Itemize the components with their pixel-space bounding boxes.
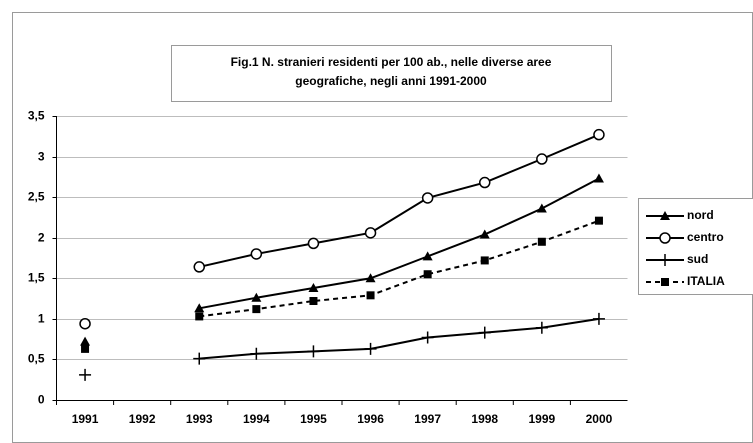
y-tick-label: 1,5 — [28, 271, 45, 285]
marker — [592, 312, 605, 325]
y-tick-label: 2,5 — [28, 190, 45, 204]
marker — [659, 254, 671, 266]
marker — [193, 352, 206, 365]
x-tick-label: 1994 — [243, 412, 270, 426]
x-tick-label: 1997 — [414, 412, 441, 426]
marker — [536, 153, 548, 165]
marker — [250, 347, 263, 360]
marker — [422, 251, 433, 261]
marker — [661, 278, 669, 286]
marker — [193, 261, 205, 273]
marker — [365, 273, 376, 283]
marker — [593, 128, 605, 141]
x-tick-label: 1999 — [528, 412, 555, 426]
chart-title: Fig.1 N. stranieri residenti per 100 ab.… — [231, 55, 552, 88]
marker — [79, 317, 91, 330]
marker — [594, 216, 603, 225]
y-tick-label: 3,5 — [28, 109, 45, 123]
x-tick-label: 1995 — [300, 412, 327, 426]
marker — [80, 336, 91, 346]
y-tick-label: 1 — [38, 312, 45, 326]
x-tick-label: 2000 — [586, 412, 613, 426]
marker — [250, 248, 263, 260]
marker — [364, 342, 377, 355]
marker — [535, 321, 548, 334]
x-tick-label: 1992 — [129, 412, 156, 426]
y-tick-label: 2 — [38, 231, 45, 245]
marker — [309, 297, 318, 306]
marker — [479, 229, 490, 239]
marker — [423, 270, 432, 279]
marker — [593, 173, 604, 183]
legend-label: centro — [687, 230, 724, 244]
marker — [307, 345, 320, 358]
marker — [421, 192, 434, 204]
marker — [79, 368, 92, 381]
x-tick-label: 1998 — [471, 412, 498, 426]
y-tick-label: 0,5 — [28, 352, 45, 366]
marker — [478, 326, 491, 339]
marker — [480, 256, 489, 265]
legend-label: nord — [687, 208, 714, 222]
y-tick-label: 0 — [38, 393, 45, 407]
marker — [536, 203, 547, 213]
marker — [195, 312, 204, 321]
marker — [366, 291, 375, 300]
marker — [251, 292, 262, 302]
series-line — [199, 133, 600, 268]
marker — [364, 227, 377, 239]
x-tick-label: 1991 — [72, 412, 99, 426]
x-tick-label: 1996 — [357, 412, 384, 426]
legend-box — [638, 198, 753, 295]
marker — [307, 237, 320, 250]
marker — [81, 344, 90, 353]
marker — [479, 176, 491, 189]
marker — [194, 303, 205, 313]
marker — [660, 211, 670, 220]
marker — [537, 237, 546, 246]
marker — [659, 232, 671, 244]
series-line — [199, 177, 600, 310]
marker — [308, 283, 319, 293]
y-tick-label: 3 — [38, 150, 45, 164]
marker — [421, 331, 434, 344]
series-line — [199, 317, 600, 360]
marker — [252, 305, 261, 314]
title-box — [171, 45, 612, 102]
legend-label: sud — [687, 252, 708, 266]
series-line — [199, 219, 600, 318]
x-tick-label: 1993 — [186, 412, 213, 426]
legend-label: ITALIA — [687, 274, 725, 288]
